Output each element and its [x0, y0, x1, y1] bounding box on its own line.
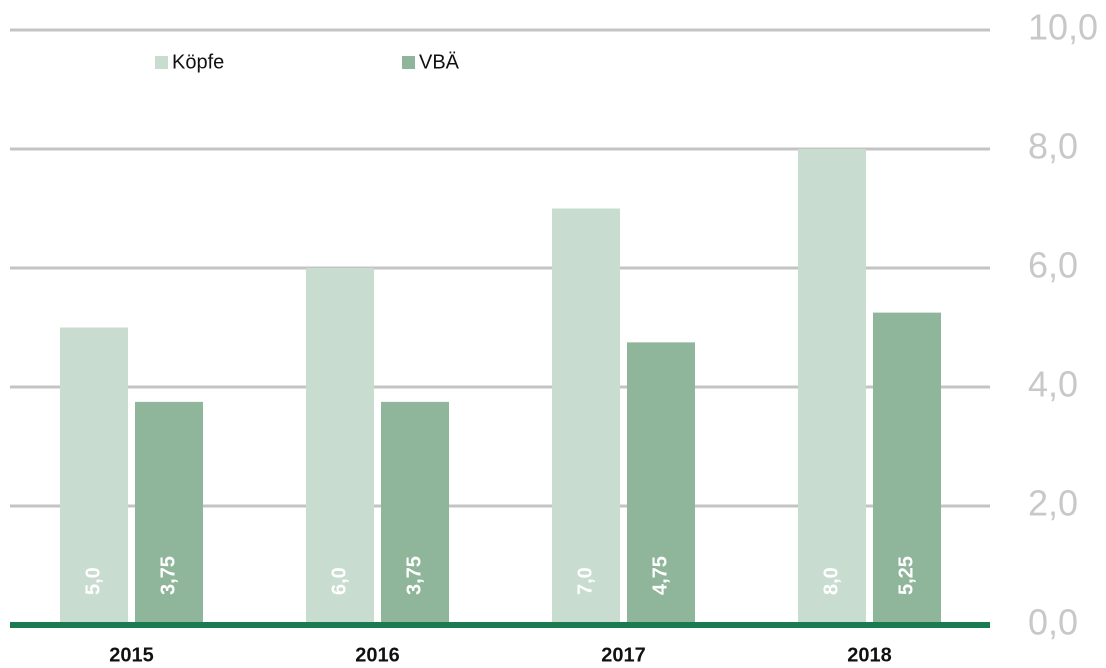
y-tick-label: 4,0 [1028, 364, 1078, 405]
x-tick-label: 2015 [109, 644, 154, 666]
y-tick-label: 6,0 [1028, 245, 1078, 286]
value-label: 6,0 [328, 567, 350, 595]
bar [306, 268, 374, 625]
bar [627, 342, 695, 625]
y-tick-label: 2,0 [1028, 483, 1078, 524]
value-label: 8,0 [820, 567, 842, 595]
bar [873, 312, 941, 625]
legend-swatch [402, 56, 415, 69]
value-label: 7,0 [574, 567, 596, 595]
x-tick-label: 2018 [847, 644, 892, 666]
bar [798, 149, 866, 625]
value-label: 3,75 [157, 556, 179, 595]
value-label: 5,0 [82, 567, 104, 595]
value-label: 4,75 [649, 556, 671, 595]
value-label: 3,75 [403, 556, 425, 595]
bar [552, 208, 620, 625]
legend-swatch [155, 56, 168, 69]
legend-label: Köpfe [172, 51, 224, 73]
value-label: 5,25 [895, 556, 917, 595]
y-tick-label: 0,0 [1028, 602, 1078, 643]
y-tick-label: 8,0 [1028, 126, 1078, 167]
x-tick-label: 2016 [355, 644, 400, 666]
bar [135, 401, 203, 625]
legend-label: VBÄ [419, 51, 460, 73]
bar [381, 401, 449, 625]
bar [60, 327, 128, 625]
x-tick-label: 2017 [601, 644, 646, 666]
y-tick-label: 10,0 [1028, 7, 1098, 48]
